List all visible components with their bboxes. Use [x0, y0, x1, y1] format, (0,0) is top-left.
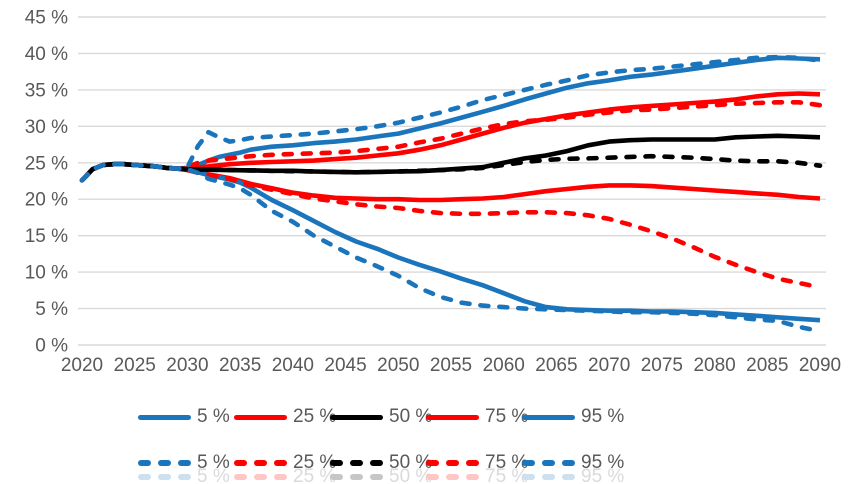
y-axis-tick-label: 45 % [25, 7, 68, 28]
solid-line-swatch [234, 414, 287, 420]
x-axis-tick-label: 2035 [219, 355, 261, 376]
legend-item-dashed-50: 50 % [330, 452, 432, 474]
x-axis-tick-label: 2040 [272, 355, 314, 376]
y-axis-tick-label: 30 % [25, 117, 68, 138]
solid-line-swatch [426, 414, 479, 420]
x-axis-tick-label: 2080 [693, 355, 735, 376]
legend-row-dashed: 5 % 25 % 50 % 75 % 95 % [138, 452, 624, 474]
dashed-line-swatch [234, 460, 287, 466]
legend-item-dashed-25: 25 % [234, 452, 336, 474]
x-axis-tick-label: 2085 [746, 355, 788, 376]
x-axis-tick-label: 2065 [535, 355, 577, 376]
x-axis-tick-label: 2030 [166, 355, 208, 376]
dashed-line-swatch [138, 460, 191, 466]
solid-line-swatch [330, 414, 383, 420]
dashed-line-swatch [234, 474, 287, 480]
dashed-line-swatch [522, 474, 575, 480]
series-95solid [80, 55, 821, 182]
dashed-line-swatch [426, 474, 479, 480]
legend-label: 50 % [389, 452, 433, 473]
line-chart-plot-area: 45 %40 %35 %30 %25 %20 %15 %10 %5 %0 %20… [25, 7, 841, 376]
legend-label: 75 % [485, 406, 529, 427]
x-axis-tick-label: 2055 [430, 355, 472, 376]
legend-item-solid-50: 50 % [330, 406, 432, 428]
y-axis-tick-label: 40 % [25, 44, 68, 65]
x-axis-tick-label: 2025 [114, 355, 156, 376]
legend-item-dashed-5: 5 % [138, 452, 234, 474]
dashed-line-swatch [330, 474, 383, 480]
series-5solid [80, 161, 821, 323]
legend-row-solid: 5 % 25 % 50 % 75 % 95 % [138, 406, 624, 428]
legend-label: 5 % [197, 406, 230, 427]
y-axis-tick-label: 25 % [25, 153, 68, 174]
legend-label: 95 % [581, 452, 625, 473]
y-axis-tick-label: 20 % [25, 190, 68, 211]
legend-item-dashed-75: 75 % [426, 452, 528, 474]
x-axis-tick-label: 2020 [61, 355, 103, 376]
dashed-line-swatch [138, 474, 191, 480]
legend-label: 95 % [581, 406, 625, 427]
dashed-line-swatch [426, 460, 479, 466]
x-axis-tick-label: 2075 [641, 355, 683, 376]
legend-item-solid-25: 25 % [234, 406, 336, 428]
dashed-line-swatch [330, 460, 383, 466]
y-axis-tick-label: 15 % [25, 226, 68, 247]
x-axis-tick-label: 2060 [483, 355, 525, 376]
series-25dashed [79, 161, 823, 290]
y-axis-tick-label: 35 % [25, 80, 68, 101]
legend-item-dashed-95: 95 % [522, 452, 624, 474]
x-axis-tick-label: 2070 [588, 355, 630, 376]
legend-label: 50 % [389, 406, 433, 427]
dashed-line-swatch [522, 460, 575, 466]
x-axis-tick-label: 2045 [324, 355, 366, 376]
x-axis-tick-label: 2050 [377, 355, 419, 376]
legend-item-solid-5: 5 % [138, 406, 234, 428]
legend-label: 75 % [485, 452, 529, 473]
legend-label: 25 % [293, 452, 337, 473]
y-axis-tick-label: 5 % [35, 299, 68, 320]
solid-line-swatch [138, 414, 191, 420]
legend-label: 25 % [293, 406, 337, 427]
solid-line-swatch [522, 414, 575, 420]
series-95dashed [79, 54, 823, 183]
legend-item-solid-75: 75 % [426, 406, 528, 428]
y-axis-tick-label: 0 % [35, 336, 68, 357]
x-axis-tick-label: 2090 [799, 355, 841, 376]
y-axis-tick-label: 10 % [25, 263, 68, 284]
legend-item-solid-95: 95 % [522, 406, 624, 428]
legend-label: 5 % [197, 452, 230, 473]
